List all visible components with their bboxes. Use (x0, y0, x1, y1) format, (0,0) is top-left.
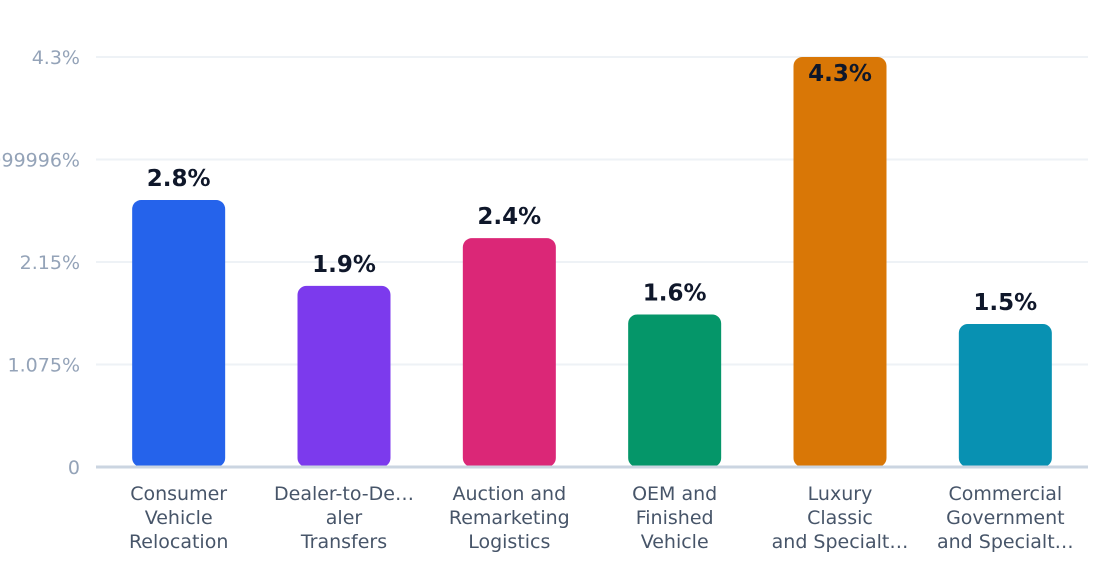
bar (132, 200, 226, 467)
x-tick-label-line: and Specialt… (772, 531, 909, 553)
x-tick-label-line: and Specialt… (937, 531, 1074, 553)
y-tick-label: 0 (68, 457, 80, 479)
x-tick-label-line: Luxury (808, 483, 873, 505)
y-tick-label: 4.3% (32, 47, 80, 69)
gridlines (96, 56, 1088, 366)
data-label: 2.4% (477, 204, 541, 230)
x-tick-label-line: Government (946, 507, 1065, 529)
bar (793, 57, 887, 467)
data-label: 2.8% (147, 166, 211, 192)
y-tick-label: 2.15% (20, 252, 80, 274)
data-label: 1.9% (312, 252, 376, 278)
x-tick-label-line: Relocation (129, 531, 228, 553)
data-labels: 2.8% 1.9% 2.4% 1.6% 4.3% 1.5% (147, 61, 1037, 316)
bar (462, 238, 556, 467)
x-tick-label-line: Vehicle (145, 507, 213, 529)
x-tick-label-line: Commercial (949, 483, 1063, 505)
data-label: 4.3% (808, 61, 872, 87)
x-tick-label: Dealer-to-De… aler Transfers (274, 483, 414, 553)
x-tick-label-line: Logistics (468, 531, 550, 553)
x-tick-label-line: Classic (807, 507, 873, 529)
bar (958, 323, 1052, 467)
x-tick-label-line: Auction and (452, 483, 566, 505)
y-tick-label: 1.075% (8, 355, 80, 377)
x-tick-label: Commercial Government and Specialt… (937, 483, 1074, 553)
x-tick-label: OEM and Finished Vehicle (632, 483, 717, 553)
x-tick-label-line: Consumer (130, 483, 227, 505)
x-tick-label: Consumer Vehicle Relocation (129, 483, 228, 553)
x-tick-label: Auction and Remarketing Logistics (449, 483, 570, 553)
y-tick-label: 3.2249999999996% (0, 150, 80, 172)
x-tick-label-line: Transfers (300, 531, 387, 553)
x-tick-label: Luxury Classic and Specialt… (772, 483, 909, 553)
x-tick-label-line: aler (326, 507, 363, 529)
data-label: 1.6% (643, 280, 707, 306)
x-tick-label-line: Remarketing (449, 507, 570, 529)
x-tick-label-line: Vehicle (641, 531, 709, 553)
data-label: 1.5% (973, 290, 1037, 316)
x-tick-label-line: Dealer-to-De… (274, 483, 414, 505)
x-tick-label-line: OEM and (632, 483, 717, 505)
bar (297, 285, 391, 467)
bars (132, 57, 1052, 467)
x-tick-label-line: Finished (636, 507, 714, 529)
y-axis-ticks: 0 1.075% 2.15% 3.2249999999996% 4.3% (0, 47, 80, 479)
bar (628, 314, 722, 467)
